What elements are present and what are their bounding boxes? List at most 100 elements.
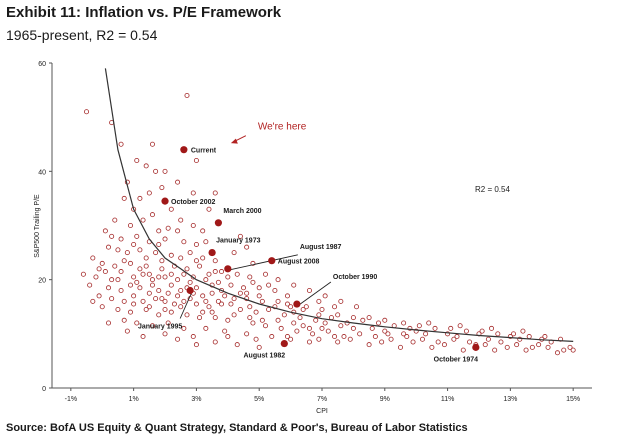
data-point xyxy=(379,339,385,345)
data-point xyxy=(517,336,523,342)
highlight-label: January 1973 xyxy=(216,238,260,245)
axes: -1% 1% 3% 5% 7% 9% 11% 13% 15% 0 20 40 60 xyxy=(38,61,592,403)
data-point xyxy=(215,279,221,285)
data-point xyxy=(219,269,225,275)
data-point xyxy=(159,258,165,264)
data-point xyxy=(193,241,199,247)
data-point xyxy=(175,336,181,342)
data-point xyxy=(231,250,237,256)
data-point xyxy=(149,277,155,283)
data-point xyxy=(259,317,265,323)
data-point xyxy=(143,263,149,269)
data-point xyxy=(118,287,124,293)
data-point xyxy=(372,334,378,340)
data-point xyxy=(162,331,168,337)
data-point xyxy=(222,328,228,334)
data-point xyxy=(335,312,341,318)
highlight-point xyxy=(214,219,222,227)
data-point xyxy=(115,306,121,312)
trend-curve xyxy=(104,68,574,342)
data-point xyxy=(193,157,199,163)
data-point xyxy=(479,328,485,334)
data-point xyxy=(454,334,460,340)
data-point xyxy=(485,336,491,342)
data-point xyxy=(134,233,140,239)
highlight-point xyxy=(293,300,301,308)
data-point xyxy=(131,274,137,280)
data-point xyxy=(507,334,513,340)
data-point xyxy=(291,282,297,288)
data-point xyxy=(143,163,149,169)
data-point xyxy=(156,287,162,293)
data-point xyxy=(190,334,196,340)
data-point xyxy=(511,331,517,337)
data-point xyxy=(178,217,184,223)
data-point xyxy=(115,277,121,283)
data-point xyxy=(567,344,573,350)
data-point xyxy=(197,315,203,321)
data-points xyxy=(80,93,576,356)
data-point xyxy=(570,347,576,353)
data-point xyxy=(234,342,240,348)
data-point xyxy=(225,274,231,280)
data-point xyxy=(124,328,130,334)
data-point xyxy=(118,141,124,147)
data-point xyxy=(90,255,96,261)
data-point xyxy=(102,228,108,234)
highlight-leader-line xyxy=(179,291,193,319)
data-point xyxy=(146,304,152,310)
data-point xyxy=(259,298,265,304)
data-point xyxy=(153,168,159,174)
data-point xyxy=(184,266,190,272)
data-point xyxy=(109,277,115,283)
data-point xyxy=(187,250,193,256)
data-point xyxy=(423,331,429,337)
data-point xyxy=(162,306,168,312)
data-point xyxy=(121,317,127,323)
data-point xyxy=(175,293,181,299)
data-point xyxy=(237,306,243,312)
data-point xyxy=(131,241,137,247)
data-point xyxy=(322,293,328,299)
callout: We're here xyxy=(230,122,307,144)
data-point xyxy=(131,293,137,299)
data-point xyxy=(193,342,199,348)
data-point xyxy=(121,298,127,304)
data-point xyxy=(426,320,432,326)
data-point xyxy=(149,212,155,218)
data-point xyxy=(102,269,108,275)
data-point xyxy=(514,342,520,348)
data-point xyxy=(162,274,168,280)
data-point xyxy=(143,255,149,261)
source-note: Source: BofA US Equity & Quant Strategy,… xyxy=(6,422,468,434)
data-point xyxy=(87,282,93,288)
data-point xyxy=(222,293,228,299)
data-point xyxy=(332,334,338,340)
data-point xyxy=(162,236,168,242)
data-point xyxy=(272,304,278,310)
data-point xyxy=(203,298,209,304)
x-axis-label: CPI xyxy=(316,408,328,415)
data-point xyxy=(225,334,231,340)
data-point xyxy=(171,301,177,307)
data-point xyxy=(165,225,171,231)
data-point xyxy=(212,339,218,345)
data-point xyxy=(137,285,143,291)
data-point xyxy=(316,336,322,342)
data-point xyxy=(140,298,146,304)
data-point xyxy=(278,325,284,331)
data-point xyxy=(175,228,181,234)
data-point xyxy=(306,325,312,331)
data-point xyxy=(385,331,391,337)
data-point xyxy=(300,306,306,312)
highlight-point xyxy=(161,197,169,205)
data-point xyxy=(404,334,410,340)
data-point xyxy=(523,347,529,353)
highlight-leader-line xyxy=(298,281,332,306)
data-point xyxy=(84,109,90,115)
data-point xyxy=(463,328,469,334)
highlight-point xyxy=(186,286,194,295)
highlight-point xyxy=(472,343,480,351)
data-point xyxy=(127,309,133,315)
callout-label: We're here xyxy=(258,122,307,133)
